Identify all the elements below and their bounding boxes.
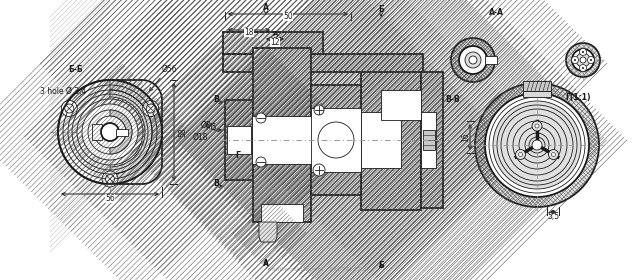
Circle shape [582, 51, 584, 53]
Bar [225, 100, 253, 180]
Circle shape [532, 121, 542, 131]
Circle shape [485, 93, 589, 197]
Circle shape [493, 101, 581, 189]
Circle shape [519, 153, 522, 157]
Circle shape [580, 64, 587, 71]
Text: А-А: А-А [489, 8, 504, 17]
Bar [361, 70, 421, 210]
Circle shape [102, 171, 118, 187]
Bar [421, 72, 443, 208]
Circle shape [318, 122, 354, 158]
Text: А: А [263, 259, 269, 268]
Bar [253, 48, 311, 222]
Polygon shape [58, 80, 162, 184]
Circle shape [65, 104, 74, 113]
Circle shape [475, 83, 599, 207]
Text: 58: 58 [178, 127, 187, 137]
Circle shape [548, 150, 559, 160]
Bar [421, 112, 436, 168]
Bar [223, 54, 423, 72]
Bar [485, 56, 497, 64]
Text: Ø18: Ø18 [193, 133, 208, 142]
Text: 3 hole Ø 3,4: 3 hole Ø 3,4 [40, 87, 87, 96]
Circle shape [507, 115, 567, 175]
Circle shape [313, 164, 325, 176]
Text: Ø56: Ø56 [162, 65, 178, 74]
Text: 5,5: 5,5 [547, 212, 559, 221]
Circle shape [590, 59, 592, 61]
Text: 18: 18 [244, 28, 254, 37]
Circle shape [58, 80, 162, 184]
Circle shape [465, 52, 481, 68]
Circle shape [572, 49, 594, 71]
Text: Б: Б [378, 261, 384, 270]
Bar [223, 32, 323, 54]
Wedge shape [110, 90, 152, 174]
Text: Г: Г [235, 151, 240, 160]
Polygon shape [523, 91, 551, 97]
Bar [311, 108, 361, 172]
Circle shape [571, 57, 578, 64]
Text: В: В [213, 179, 218, 188]
Text: Б: Б [378, 5, 384, 14]
Text: 16: 16 [461, 132, 470, 142]
Circle shape [515, 150, 526, 160]
Bar [252, 116, 312, 164]
Wedge shape [110, 110, 132, 154]
Polygon shape [259, 222, 277, 242]
Bar [311, 85, 361, 195]
Bar [381, 90, 421, 120]
Bar [523, 81, 551, 91]
Text: А: А [273, 31, 278, 37]
Text: 56: 56 [105, 194, 115, 203]
Text: 50: 50 [283, 12, 293, 21]
Circle shape [582, 67, 584, 69]
Text: А: А [263, 3, 269, 12]
Circle shape [256, 113, 266, 123]
Text: В: В [213, 95, 218, 104]
Text: M5: M5 [205, 123, 217, 132]
Circle shape [576, 53, 590, 67]
Text: Ø8: Ø8 [201, 121, 211, 130]
Circle shape [143, 101, 159, 116]
Bar [116, 129, 128, 136]
Bar [361, 112, 401, 168]
Circle shape [459, 46, 487, 74]
Bar [423, 130, 435, 150]
Circle shape [574, 59, 576, 61]
Text: Г(1:1): Г(1:1) [565, 93, 590, 102]
Circle shape [566, 43, 600, 77]
Circle shape [106, 174, 115, 183]
Circle shape [535, 124, 539, 128]
Circle shape [580, 48, 587, 55]
Circle shape [101, 123, 119, 141]
Wedge shape [110, 80, 162, 184]
Circle shape [82, 104, 138, 160]
Circle shape [61, 101, 77, 116]
Circle shape [587, 57, 594, 64]
Circle shape [314, 105, 324, 115]
Wedge shape [20, 42, 110, 222]
Bar [92, 124, 102, 140]
Text: Б-Б: Б-Б [68, 65, 83, 74]
Circle shape [552, 153, 555, 157]
Circle shape [469, 56, 477, 64]
Circle shape [147, 104, 155, 113]
Circle shape [532, 140, 542, 150]
Bar [227, 126, 251, 154]
Text: shutterstock.com · 2487924209: shutterstock.com · 2487924209 [268, 267, 368, 272]
Text: 12: 12 [270, 38, 280, 47]
Text: В-В: В-В [445, 95, 460, 104]
Circle shape [580, 57, 586, 63]
Circle shape [519, 127, 555, 163]
Bar [261, 204, 303, 222]
Circle shape [529, 137, 545, 153]
Circle shape [451, 38, 495, 82]
Circle shape [256, 157, 266, 167]
